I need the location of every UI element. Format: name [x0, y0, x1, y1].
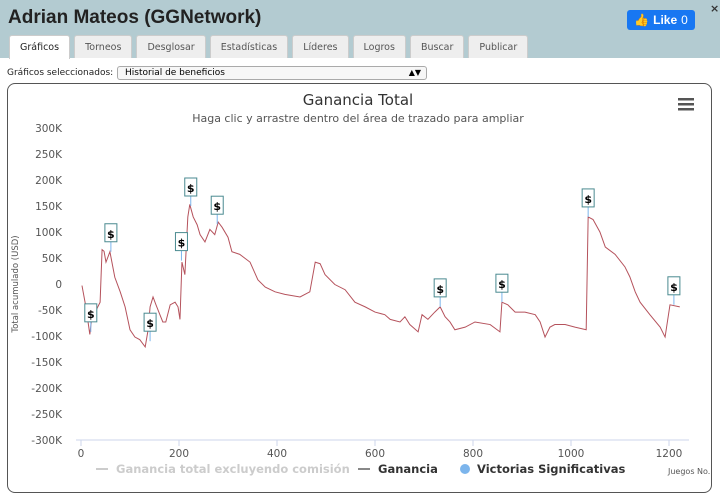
tab-0[interactable]: Gráficos — [9, 35, 71, 59]
significant-win-marker: $ — [104, 223, 118, 252]
marker-flag — [433, 278, 447, 298]
significant-win-marker: $ — [184, 177, 198, 206]
window-title: Adrian Mateos (GGNetwork) — [8, 7, 262, 28]
y-tick-label: -250K — [31, 409, 63, 421]
significant-win-marker: $ — [667, 276, 681, 305]
y-tick-label: 150K — [35, 201, 63, 213]
marker-flag — [210, 195, 224, 215]
like-button[interactable]: 👍 Like 0 — [627, 10, 695, 30]
marker-flag — [104, 223, 118, 243]
tab-6[interactable]: Buscar — [409, 35, 465, 58]
thumbs-up-icon: 👍 — [634, 13, 650, 27]
dollar-icon: $ — [178, 237, 186, 250]
dollar-icon: $ — [436, 283, 444, 296]
legend-circle-icon — [460, 464, 470, 474]
tab-7[interactable]: Publicar — [468, 35, 529, 58]
x-tick-label: 400 — [267, 448, 287, 460]
marker-flag — [84, 303, 98, 323]
legend-item-ganancia[interactable]: Ganancia — [378, 462, 438, 476]
chart-subtitle: Haga clic y arrastre dentro del área de … — [192, 112, 524, 125]
y-tick-label: 0 — [55, 279, 62, 291]
dollar-icon: $ — [87, 308, 95, 321]
dollar-icon: $ — [670, 281, 678, 294]
dollar-icon: $ — [213, 200, 221, 213]
marker-flag — [495, 273, 509, 293]
x-tick-label: 1200 — [656, 448, 683, 460]
header: Adrian Mateos (GGNetwork) 👍 Like 0 × Gráfi… — [0, 0, 720, 59]
chart[interactable]: Ganancia Total Haga clic y arrastre dent… — [8, 84, 711, 492]
y-tick-label: -100K — [31, 331, 63, 343]
menu-icon[interactable] — [678, 98, 694, 111]
dollar-icon: $ — [584, 193, 592, 206]
chart-select[interactable]: Historial de beneficios ▲▼ — [117, 66, 427, 80]
significant-win-marker: $ — [433, 278, 447, 307]
updown-icon: ▲▼ — [408, 68, 421, 77]
y-tick-label: 300K — [35, 123, 63, 135]
y-tick-label: 100K — [35, 227, 63, 239]
significant-win-marker: $ — [581, 188, 595, 217]
series-line-ganancia — [81, 204, 680, 349]
y-tick-label: -50K — [38, 305, 63, 317]
marker-flag — [143, 312, 157, 332]
dollar-icon: $ — [146, 317, 154, 330]
x-tick-label: 600 — [365, 448, 385, 460]
y-tick-label: 250K — [35, 149, 63, 161]
tab-2[interactable]: Desglosar — [136, 35, 206, 58]
x-tick-label: 200 — [169, 448, 189, 460]
tab-5[interactable]: Logros — [352, 35, 406, 58]
legend-item-victorias[interactable]: Victorias Significativas — [477, 462, 625, 476]
tab-4[interactable]: Líderes — [292, 35, 349, 58]
significant-win-marker: $ — [174, 232, 188, 261]
x-tick-label: 800 — [463, 448, 483, 460]
close-icon[interactable]: × — [710, 2, 720, 15]
y-axis-label: Total acumulado (USD) — [11, 235, 21, 333]
x-axis-label: Juegos No. — [667, 467, 710, 476]
tab-1[interactable]: Torneos — [74, 35, 133, 58]
marker-flag — [581, 188, 595, 208]
marker-flag — [174, 232, 188, 252]
dollar-icon: $ — [107, 228, 115, 241]
y-tick-label: -300K — [31, 435, 63, 447]
significant-win-marker: $ — [210, 195, 224, 225]
y-tick-label: 50K — [42, 253, 63, 265]
tab-3[interactable]: Estadísticas — [209, 35, 289, 58]
significant-win-marker: $ — [84, 303, 98, 332]
tab-bar: Gráficos Torneos Desglosar Estadísticas Líde… — [9, 35, 529, 59]
dollar-icon: $ — [498, 278, 506, 291]
y-tick-label: -200K — [31, 383, 63, 395]
legend-item-excl-commission[interactable]: Ganancia total excluyendo comisión — [116, 462, 350, 476]
chart-title: Ganancia Total — [303, 91, 413, 109]
chart-container: Ganancia Total Haga clic y arrastre dent… — [7, 83, 712, 493]
x-tick-label: 1000 — [558, 448, 585, 460]
dollar-icon: $ — [187, 182, 195, 195]
y-tick-label: -150K — [31, 357, 63, 369]
marker-flag — [667, 276, 681, 296]
x-tick-label: 0 — [78, 448, 85, 460]
y-tick-label: 200K — [35, 175, 63, 187]
significant-win-marker: $ — [143, 312, 157, 342]
marker-flag — [184, 177, 198, 197]
significant-win-marker: $ — [495, 273, 509, 303]
selector-label: Gráficos seleccionados: — [7, 68, 114, 78]
